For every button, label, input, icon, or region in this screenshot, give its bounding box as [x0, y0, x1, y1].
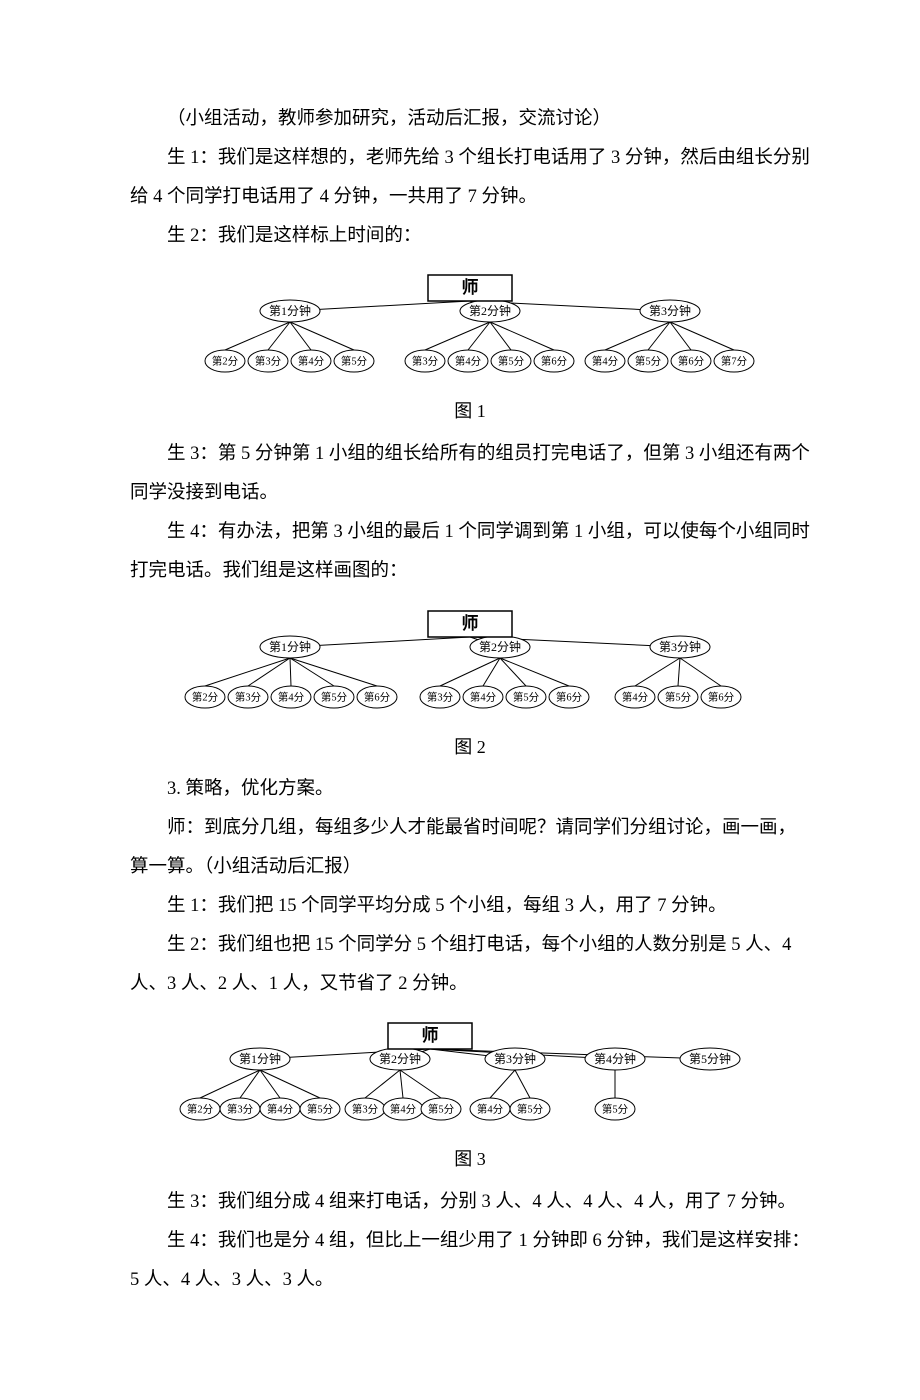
svg-text:第7分: 第7分	[721, 355, 748, 368]
svg-text:第4分: 第4分	[592, 355, 619, 368]
svg-text:第2分钟: 第2分钟	[479, 638, 521, 653]
paragraph: 师：到底分几组，每组多少人才能最省时间呢？请同学们分组讨论，画一画，算一算。（小…	[130, 809, 810, 887]
paragraph: 生 4：有办法，把第 3 小组的最后 1 个同学调到第 1 小组，可以使每个小组…	[130, 513, 810, 591]
svg-text:第6分: 第6分	[541, 355, 568, 368]
figure-3: 第2分第3分第4分第5分第3分第4分第5分第4分第5分第5分第1分钟第2分钟第3…	[130, 1009, 810, 1179]
svg-text:第5分: 第5分	[341, 355, 368, 368]
svg-text:第3分: 第3分	[227, 1103, 254, 1116]
tree-diagram-2: 第2分 第3分 第4分 第5分 第6分 第3分 第4分 第5分 第6分 第4分 第5分 第6分 第1分钟…	[160, 597, 780, 727]
svg-text:第3分: 第3分	[235, 690, 262, 703]
svg-text:第4分: 第4分	[455, 355, 482, 368]
svg-text:第4分: 第4分	[622, 690, 649, 703]
svg-text:第5分: 第5分	[635, 355, 662, 368]
svg-text:第3分钟: 第3分钟	[659, 638, 701, 653]
paragraph: 生 3：我们组分成 4 组来打电话，分别 3 人、4 人、4 人、4 人，用了 …	[130, 1183, 810, 1222]
svg-text:第1分钟: 第1分钟	[269, 303, 311, 318]
figure-2: 第2分 第3分 第4分 第5分 第6分 第3分 第4分 第5分 第6分 第4分 第5分 第6分 第1分钟…	[130, 597, 810, 767]
svg-text:第4分: 第4分	[390, 1103, 417, 1116]
figure-1: 第2分 第3分 第4分 第5分 第3分 第4分 第5分 第6分 第4分 第5分 第6分 第7分 第1分钟…	[130, 261, 810, 431]
svg-text:第3分: 第3分	[427, 690, 454, 703]
svg-text:师: 师	[462, 277, 479, 297]
svg-text:第1分钟: 第1分钟	[269, 638, 311, 653]
svg-text:第4分: 第4分	[470, 690, 497, 703]
svg-text:第2分: 第2分	[192, 690, 219, 703]
tree-diagram-3: 第2分第3分第4分第5分第3分第4分第5分第4分第5分第5分第1分钟第2分钟第3…	[160, 1009, 780, 1139]
svg-text:第6分: 第6分	[678, 355, 705, 368]
svg-text:第5分: 第5分	[321, 690, 348, 703]
svg-text:第4分: 第4分	[278, 690, 305, 703]
paragraph: 生 1：我们把 15 个同学平均分成 5 个小组，每组 3 人，用了 7 分钟。	[130, 887, 810, 926]
svg-text:第5分钟: 第5分钟	[689, 1051, 731, 1066]
paragraph: （小组活动，教师参加研究，活动后汇报，交流讨论）	[130, 100, 810, 139]
svg-text:师: 师	[422, 1025, 439, 1045]
svg-text:第2分钟: 第2分钟	[469, 303, 511, 318]
paragraph: 生 3：第 5 分钟第 1 小组的组长给所有的组员打完电话了，但第 3 小组还有…	[130, 435, 810, 513]
paragraph: 生 2：我们是这样标上时间的：	[130, 217, 810, 256]
svg-text:第5分: 第5分	[517, 1103, 544, 1116]
svg-text:第2分钟: 第2分钟	[379, 1051, 421, 1066]
svg-text:第3分: 第3分	[352, 1103, 379, 1116]
paragraph: 3. 策略，优化方案。	[130, 770, 810, 809]
svg-text:第5分: 第5分	[665, 690, 692, 703]
svg-text:第2分: 第2分	[212, 355, 239, 368]
svg-text:第4分: 第4分	[298, 355, 325, 368]
tree-diagram-1: 第2分 第3分 第4分 第5分 第3分 第4分 第5分 第6分 第4分 第5分 第6分 第7分 第1分钟…	[170, 261, 770, 391]
svg-text:第2分: 第2分	[187, 1103, 214, 1116]
paragraph: 生 2：我们组也把 15 个同学分 5 个组打电话，每个小组的人数分别是 5 人…	[130, 926, 810, 1004]
svg-text:第6分: 第6分	[556, 690, 583, 703]
svg-text:第1分钟: 第1分钟	[239, 1051, 281, 1066]
paragraph: 生 4：我们也是分 4 组，但比上一组少用了 1 分钟即 6 分钟，我们是这样安…	[130, 1222, 810, 1300]
figure-caption: 图 2	[454, 729, 486, 767]
svg-text:第3分钟: 第3分钟	[494, 1051, 536, 1066]
document-page: （小组活动，教师参加研究，活动后汇报，交流讨论） 生 1：我们是这样想的，老师先…	[0, 0, 920, 1400]
paragraph: 生 1：我们是这样想的，老师先给 3 个组长打电话用了 3 分钟，然后由组长分别…	[130, 139, 810, 217]
svg-text:第6分: 第6分	[708, 690, 735, 703]
svg-text:第3分钟: 第3分钟	[649, 303, 691, 318]
figure-caption: 图 1	[454, 393, 486, 431]
svg-text:第3分: 第3分	[255, 355, 282, 368]
svg-text:师: 师	[462, 612, 479, 632]
svg-text:第5分: 第5分	[602, 1103, 629, 1116]
svg-text:第4分: 第4分	[477, 1103, 504, 1116]
svg-text:第5分: 第5分	[428, 1103, 455, 1116]
svg-text:第5分: 第5分	[513, 690, 540, 703]
figure-caption: 图 3	[454, 1141, 486, 1179]
svg-text:第5分: 第5分	[307, 1103, 334, 1116]
svg-text:第4分钟: 第4分钟	[594, 1051, 636, 1066]
svg-text:第3分: 第3分	[412, 355, 439, 368]
svg-text:第4分: 第4分	[267, 1103, 294, 1116]
svg-text:第5分: 第5分	[498, 355, 525, 368]
svg-text:第6分: 第6分	[364, 690, 391, 703]
